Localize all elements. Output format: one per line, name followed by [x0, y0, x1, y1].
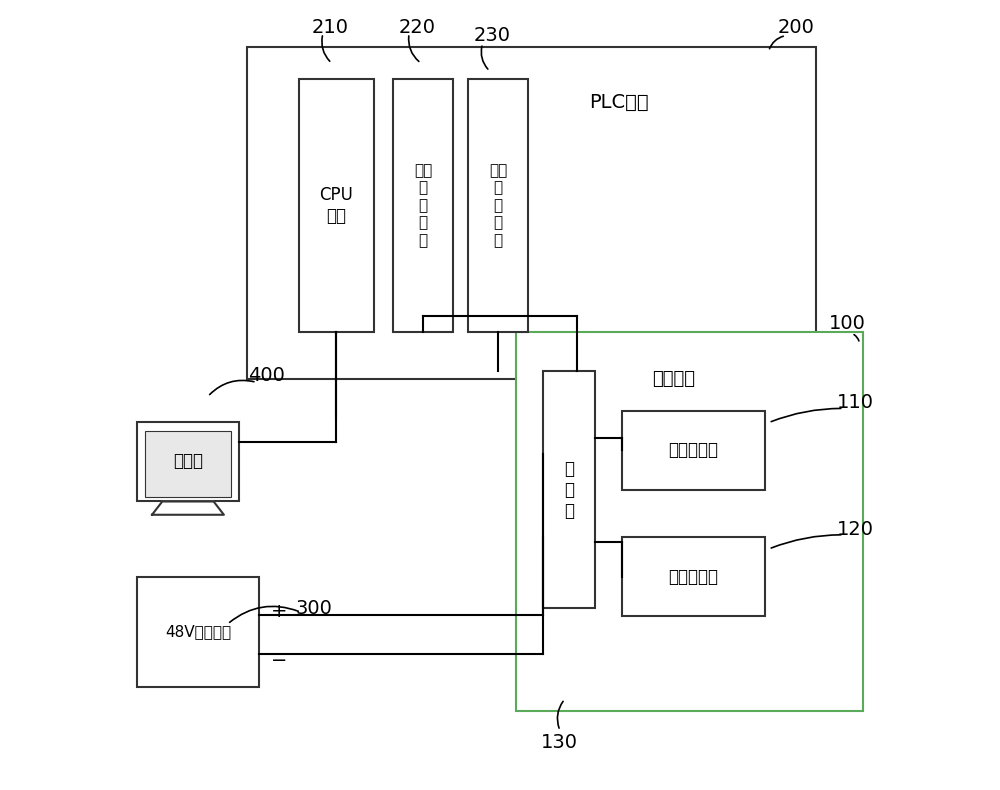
Text: 130: 130: [541, 733, 578, 752]
Text: 上位机: 上位机: [173, 452, 203, 469]
Text: 100: 100: [829, 314, 866, 333]
Text: 48V直流电源: 48V直流电源: [165, 625, 231, 639]
Text: +: +: [271, 602, 287, 621]
FancyBboxPatch shape: [393, 79, 453, 332]
FancyBboxPatch shape: [247, 47, 816, 379]
Text: 300: 300: [296, 599, 333, 618]
Text: −: −: [271, 651, 287, 670]
Text: 开关
量
输
出
板: 开关 量 输 出 板: [414, 163, 432, 248]
Text: 端
子
排: 端 子 排: [564, 460, 574, 520]
Text: 120: 120: [837, 520, 874, 539]
Polygon shape: [152, 502, 224, 515]
Text: 230: 230: [474, 26, 511, 45]
FancyBboxPatch shape: [543, 371, 595, 608]
Text: PLC机架: PLC机架: [589, 93, 648, 112]
FancyBboxPatch shape: [468, 79, 528, 332]
FancyBboxPatch shape: [299, 79, 374, 332]
Text: 辅助继电器: 辅助继电器: [669, 442, 719, 459]
FancyBboxPatch shape: [137, 577, 259, 687]
FancyBboxPatch shape: [622, 537, 765, 616]
Text: CPU
模块: CPU 模块: [319, 186, 353, 225]
Text: 210: 210: [312, 18, 349, 37]
Text: 开关
量
输
入
板: 开关 量 输 入 板: [489, 163, 507, 248]
FancyBboxPatch shape: [516, 332, 863, 711]
Text: 200: 200: [778, 18, 815, 37]
FancyBboxPatch shape: [622, 411, 765, 490]
FancyBboxPatch shape: [137, 422, 239, 502]
FancyBboxPatch shape: [145, 431, 231, 497]
Text: 继电器板: 继电器板: [652, 371, 695, 388]
Text: 延时继电器: 延时继电器: [669, 568, 719, 585]
Text: 220: 220: [399, 18, 436, 37]
Text: 110: 110: [837, 393, 874, 412]
Text: 400: 400: [249, 366, 285, 385]
